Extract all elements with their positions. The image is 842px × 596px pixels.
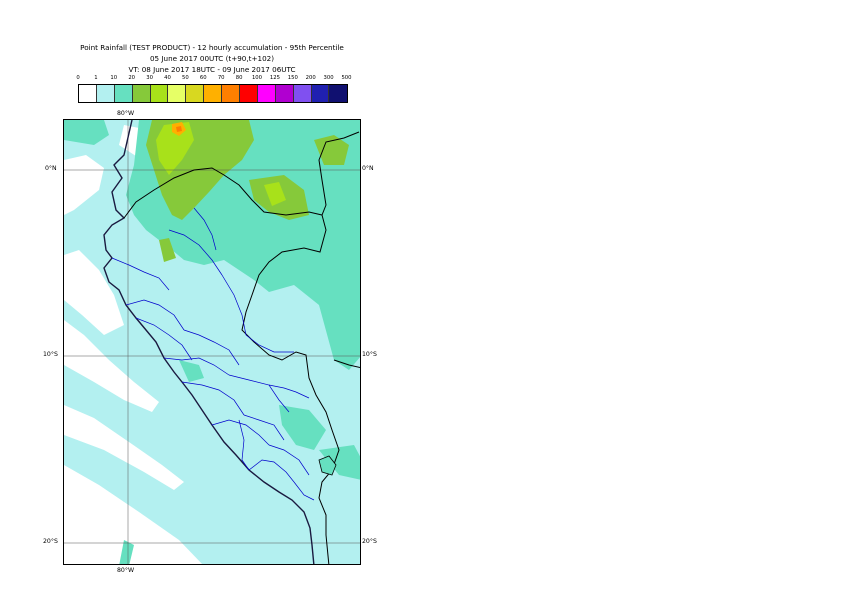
admin-border — [181, 381, 245, 416]
lat-label-left-10: 10°S — [43, 351, 58, 358]
admin-border — [193, 207, 217, 251]
legend-swatch — [222, 85, 241, 102]
legend-threshold-label: 60 — [199, 75, 207, 81]
country-border — [241, 214, 340, 564]
admin-border — [293, 481, 315, 501]
map-canvas — [64, 120, 360, 564]
legend-swatch — [275, 85, 294, 102]
legend-threshold-label: 150 — [287, 75, 298, 81]
coastline — [103, 120, 315, 564]
moderate-rain-area — [179, 360, 204, 382]
legend-swatch — [186, 85, 205, 102]
legend-swatch — [79, 85, 97, 102]
lon-label-top: 80°W — [117, 110, 135, 117]
admin-border — [221, 274, 247, 336]
legend-swatch — [132, 85, 151, 102]
moderate-rain-area — [119, 540, 134, 564]
legend-threshold-label: 200 — [305, 75, 316, 81]
legend-swatch — [168, 85, 187, 102]
legend-threshold-label: 125 — [269, 75, 280, 81]
lake-titicaca — [318, 455, 337, 476]
very-heavy-rain-area — [156, 122, 194, 175]
lat-label-right-20: 20°S — [362, 538, 377, 545]
admin-border — [248, 459, 295, 483]
legend-color-bar — [78, 84, 349, 103]
admin-border — [163, 357, 230, 376]
dry-sea-patch — [64, 405, 184, 490]
legend-threshold-label: 20 — [128, 75, 136, 81]
admin-border — [268, 444, 310, 476]
legend-swatch — [204, 85, 223, 102]
legend-threshold-label: 50 — [182, 75, 189, 81]
legend-threshold-label: 70 — [217, 75, 225, 81]
country-border — [123, 131, 360, 219]
rainfall-map — [63, 119, 361, 565]
peak-rain-cell — [176, 126, 182, 132]
legend-threshold-label: 0 — [76, 75, 80, 81]
admin-border — [268, 384, 310, 399]
dry-sea-patch — [64, 465, 203, 564]
moderate-rain-area — [319, 445, 360, 480]
legend-swatch — [293, 85, 312, 102]
legend-swatch — [311, 85, 330, 102]
lat-label-left-0: 0°N — [45, 165, 57, 172]
lat-label-right-10: 10°S — [362, 351, 377, 358]
forecast-run: 05 June 2017 00UTC (t+90,t+102) — [149, 54, 275, 63]
legend-threshold-label: 500 — [341, 75, 352, 81]
legend-threshold-label: 100 — [251, 75, 263, 81]
moderate-rain-area — [64, 120, 109, 145]
admin-border — [135, 317, 193, 361]
admin-borders — [111, 207, 315, 501]
valid-time: VT: 08 June 2017 18UTC - 09 June 2017 06… — [128, 65, 296, 74]
admin-border — [125, 299, 185, 331]
legend-threshold-label: 10 — [110, 75, 118, 81]
admin-border — [245, 334, 294, 353]
admin-border — [243, 414, 285, 441]
admin-border — [238, 419, 250, 471]
legend-threshold-label: 30 — [146, 75, 153, 81]
heavy-rain-area — [159, 238, 176, 262]
legend-threshold-label: 40 — [164, 75, 171, 81]
lat-label-right-0: 0°N — [362, 165, 374, 172]
dry-sea-patch — [64, 320, 159, 412]
legend-swatch — [329, 85, 348, 102]
admin-border — [183, 329, 240, 366]
legend-swatch — [257, 85, 276, 102]
dry-sea-patch — [64, 250, 124, 335]
legend-swatch — [96, 85, 115, 102]
legend-threshold-label: 300 — [323, 75, 334, 81]
very-heavy-rain-area — [264, 182, 286, 206]
legend-threshold-labels: 0 1 10 20 30 40 50 60 70 80 100 125 150 200 300 500 — [0, 75, 842, 85]
map-title: Point Rainfall (TEST PRODUCT) - 12 hourl… — [80, 43, 344, 52]
heavy-rain-area — [314, 135, 349, 165]
legend-swatch — [150, 85, 169, 102]
country-border — [333, 359, 360, 369]
admin-border — [211, 419, 270, 446]
legend-threshold-label: 80 — [235, 75, 243, 81]
admin-border — [111, 257, 170, 291]
legend-swatch — [114, 85, 133, 102]
heavy-rain-area — [199, 120, 219, 140]
legend-swatch — [240, 85, 258, 102]
lon-label-bottom: 80°W — [117, 567, 135, 574]
legend-threshold-label: 1 — [94, 75, 98, 81]
lat-label-left-20: 20°S — [43, 538, 58, 545]
admin-border — [168, 229, 223, 276]
moderate-rain-area — [279, 405, 326, 450]
